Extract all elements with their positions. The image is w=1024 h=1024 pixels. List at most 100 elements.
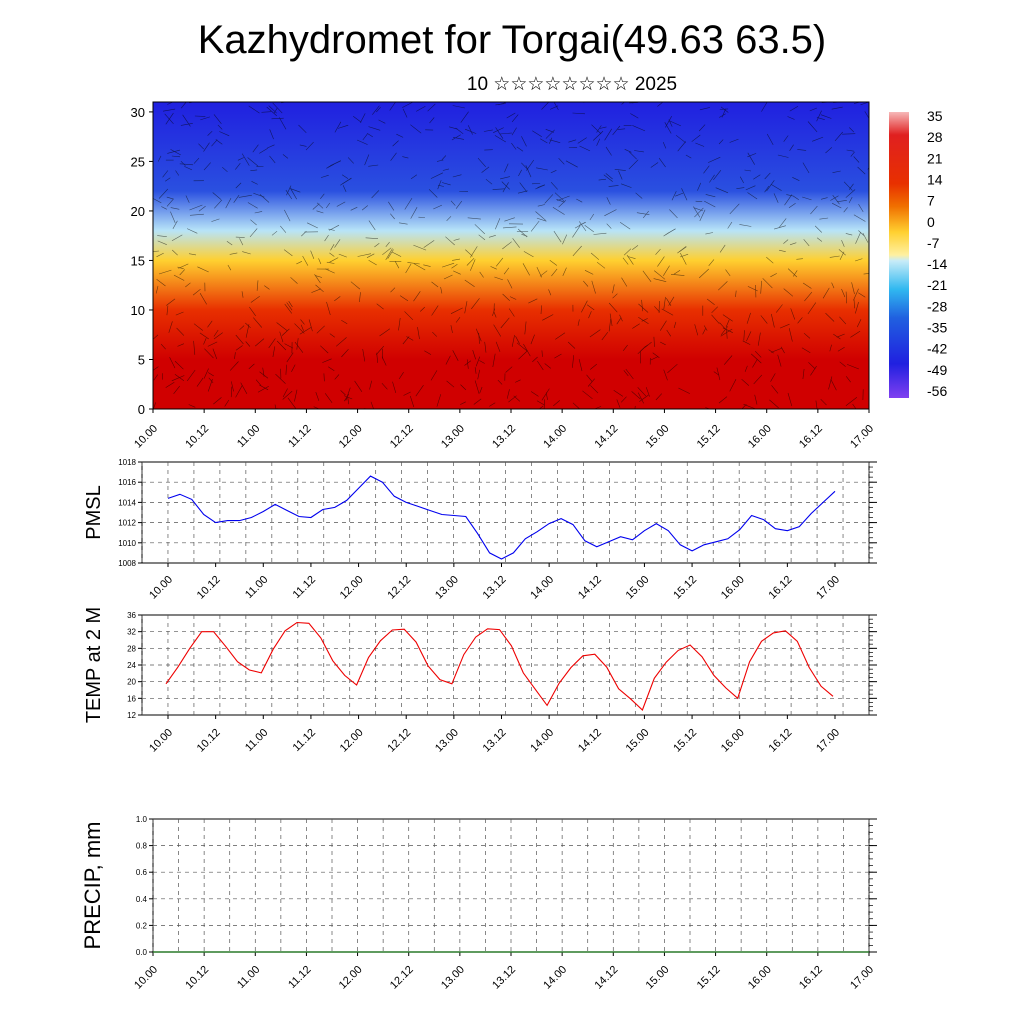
streamline-segment — [517, 190, 528, 194]
streamline-segment — [170, 149, 181, 156]
streamline-segment — [703, 165, 710, 174]
streamline-segment — [662, 141, 667, 149]
streamline-segment — [494, 135, 506, 143]
streamline-segment — [325, 268, 335, 274]
x-tick-label: 15.12 — [695, 423, 723, 451]
streamline-segment — [777, 154, 789, 158]
x-tick-label: 15.00 — [624, 574, 652, 602]
colorbar-label: -28 — [927, 298, 947, 314]
streamline-segment — [177, 266, 184, 270]
streamline-segment — [284, 303, 293, 314]
streamline-segment — [843, 207, 848, 213]
streamline-segment — [286, 302, 293, 311]
streamline-segment — [528, 298, 538, 304]
streamline-segment — [445, 236, 455, 246]
streamline-segment — [816, 237, 823, 242]
streamline-segment — [661, 308, 674, 316]
colorbar-label: 21 — [927, 150, 943, 166]
x-tick-label: 16.00 — [746, 423, 774, 451]
streamline-segment — [537, 360, 544, 371]
streamline-segment — [474, 224, 486, 235]
streamline-segment — [845, 233, 853, 236]
streamline-segment — [161, 206, 167, 210]
streamline-segment — [227, 264, 232, 271]
streamline-segment — [320, 345, 329, 354]
streamline-segment — [761, 101, 768, 112]
streamline-segment — [390, 152, 397, 161]
streamline-segment — [188, 253, 197, 256]
x-tick-label: 16.12 — [767, 727, 795, 755]
streamline-segment — [290, 188, 301, 193]
streamline-segment — [320, 174, 329, 178]
streamline-segment — [750, 353, 762, 364]
x-tick-label: 15.00 — [644, 964, 672, 992]
streamline-segment — [477, 369, 480, 380]
streamline-segment — [511, 142, 517, 150]
streamline-segment — [536, 167, 548, 171]
streamline-segment — [851, 282, 855, 295]
streamline-segment — [829, 255, 840, 258]
streamline-segment — [743, 330, 745, 341]
streamline-segment — [681, 188, 688, 201]
streamline-segment — [828, 376, 833, 390]
streamline-segment — [153, 374, 159, 381]
streamline-segment — [416, 106, 426, 112]
streamline-segment — [808, 362, 816, 370]
streamline-segment — [502, 241, 512, 250]
streamline-segment — [719, 244, 726, 253]
streamline-segment — [464, 301, 468, 314]
streamline-segment — [637, 344, 648, 355]
wind-streamlines — [152, 101, 870, 410]
streamline-segment — [788, 328, 793, 342]
streamline-segment — [678, 387, 690, 394]
streamline-segment — [415, 385, 424, 397]
streamline-segment — [783, 135, 789, 142]
streamline-segment — [705, 232, 714, 235]
streamline-segment — [719, 322, 726, 330]
streamline-segment — [375, 345, 385, 355]
streamline-segment — [675, 192, 684, 197]
streamline-segment — [598, 178, 607, 181]
streamline-segment — [336, 201, 346, 207]
streamline-segment — [188, 404, 196, 408]
streamline-segment — [167, 149, 181, 154]
streamline-segment — [666, 329, 672, 337]
streamline-segment — [495, 103, 506, 106]
colorbar-label: 0 — [927, 214, 935, 230]
streamline-segment — [493, 324, 502, 337]
y-tick-label: 0.8 — [136, 842, 148, 851]
streamline-segment — [226, 240, 233, 246]
streamline-segment — [620, 183, 632, 188]
streamline-segment — [668, 296, 675, 306]
y-tick-label: 0 — [138, 402, 145, 417]
streamline-segment — [341, 319, 348, 324]
streamline-segment — [441, 182, 451, 186]
streamline-segment — [787, 268, 798, 278]
streamline-segment — [745, 185, 756, 191]
streamline-segment — [779, 249, 786, 252]
streamline-segment — [315, 284, 324, 293]
streamline-segment — [153, 250, 160, 252]
streamline-segment — [645, 341, 652, 348]
streamline-segment — [591, 124, 602, 135]
streamline-segment — [857, 166, 866, 175]
chart-title: Kazhydromet for Torgai(49.63 63.5) — [197, 18, 827, 62]
streamline-segment — [354, 380, 363, 392]
streamline-segment — [466, 257, 475, 266]
streamline-segment — [771, 313, 775, 328]
streamline-segment — [362, 133, 368, 141]
x-tick-label: 13.00 — [439, 423, 467, 451]
streamline-segment — [261, 111, 272, 113]
streamline-segment — [558, 157, 565, 165]
y-tick-label: 0.6 — [136, 868, 148, 877]
streamline-segment — [849, 127, 855, 133]
streamline-segment — [280, 225, 287, 233]
streamline-segment — [466, 359, 469, 369]
streamline-segment — [171, 234, 183, 241]
streamline-segment — [162, 108, 176, 112]
streamline-segment — [185, 195, 190, 203]
streamline-segment — [474, 380, 480, 394]
y-tick-label: 0.4 — [136, 895, 148, 904]
streamline-segment — [186, 369, 196, 382]
streamline-segment — [399, 295, 409, 302]
